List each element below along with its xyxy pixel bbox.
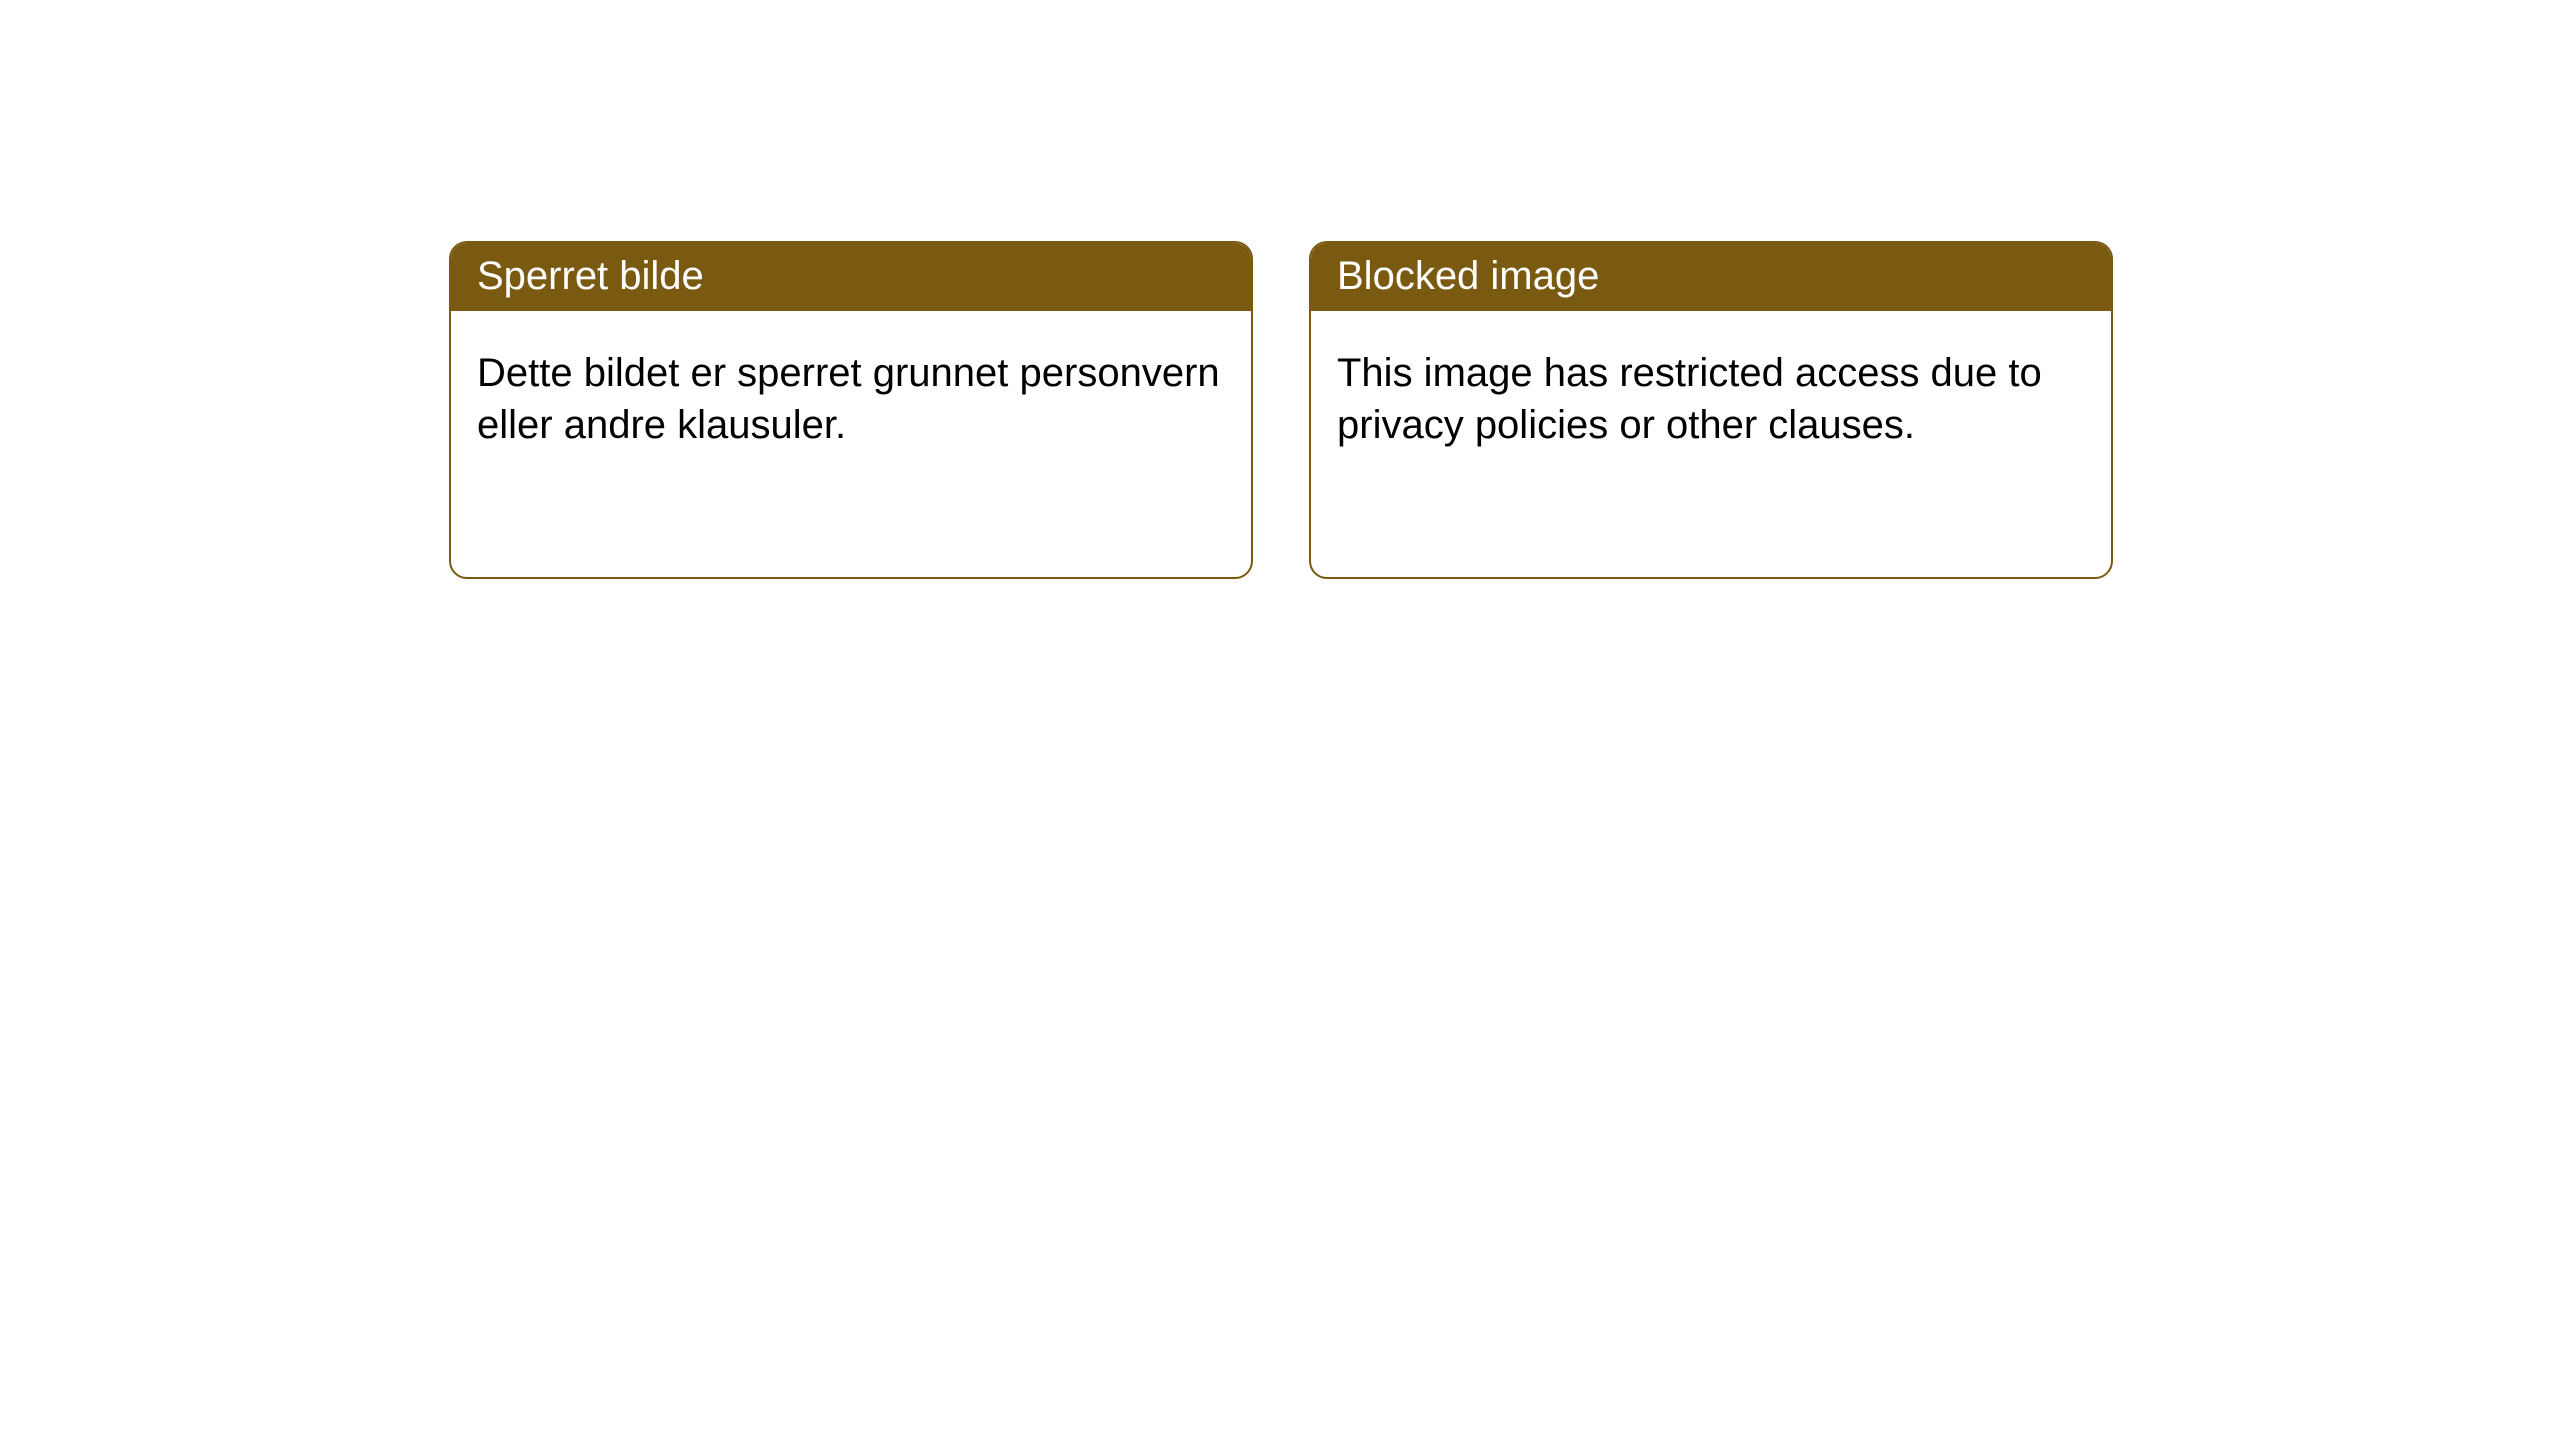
notice-title: Sperret bilde — [451, 243, 1251, 311]
notice-body: Dette bildet er sperret grunnet personve… — [451, 311, 1251, 477]
notice-title: Blocked image — [1311, 243, 2111, 311]
notice-container: Sperret bilde Dette bildet er sperret gr… — [0, 0, 2560, 579]
notice-card-norwegian: Sperret bilde Dette bildet er sperret gr… — [449, 241, 1253, 579]
notice-card-english: Blocked image This image has restricted … — [1309, 241, 2113, 579]
notice-body: This image has restricted access due to … — [1311, 311, 2111, 477]
